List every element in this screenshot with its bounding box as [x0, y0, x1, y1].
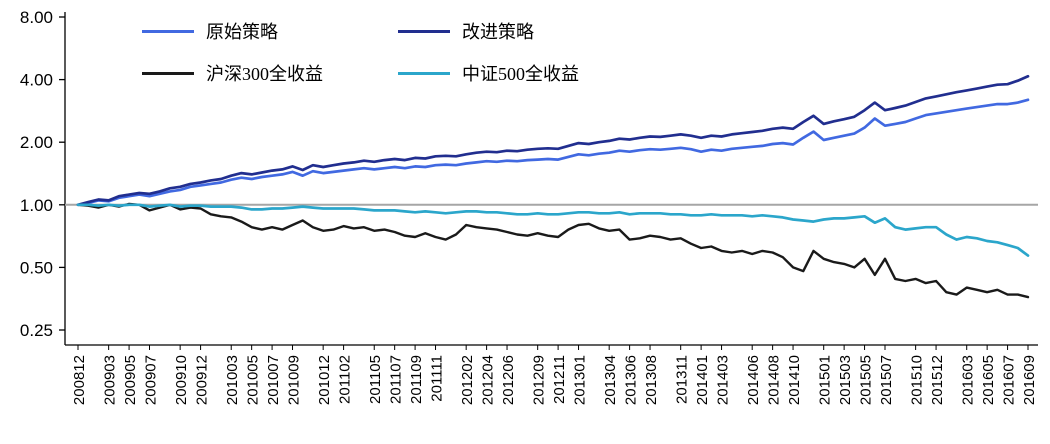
- x-tick-label: 201211: [551, 355, 568, 404]
- x-tick-label: 200903: [102, 355, 119, 405]
- x-tick-label: 201501: [817, 355, 834, 405]
- x-tick-label: 201410: [786, 355, 803, 405]
- y-tick-label: 0.50: [20, 258, 53, 277]
- x-tick-label: 201102: [337, 355, 354, 404]
- x-tick-label: 201406: [745, 355, 762, 405]
- x-tick-label: 201308: [643, 355, 660, 405]
- series-line-0: [76, 98, 1030, 207]
- legend-line-original-strategy-swatch: [142, 29, 194, 33]
- legend-line-improved-strategy-swatch: [398, 29, 450, 33]
- x-tick-label: 201401: [694, 355, 711, 405]
- y-tick-label: 1.00: [20, 196, 53, 215]
- x-tick-label: 201107: [388, 355, 405, 404]
- x-tick-label: 201206: [500, 355, 517, 405]
- x-tick-label: 201505: [858, 355, 875, 405]
- x-tick-label: 201005: [245, 355, 262, 405]
- x-tick-label: 200907: [143, 355, 160, 405]
- legend-line-csi500-swatch: [398, 71, 450, 75]
- x-tick-label: 200910: [173, 355, 190, 405]
- x-tick-label: 201503: [837, 355, 854, 405]
- x-tick-label: 200912: [194, 355, 211, 405]
- x-tick-label: 201408: [766, 355, 783, 405]
- legend-item-original-strategy: 原始策略: [142, 20, 398, 42]
- x-tick-label: 201306: [623, 355, 640, 405]
- x-tick-label: 201105: [367, 355, 384, 404]
- y-tick-label: 4.00: [20, 71, 53, 90]
- x-tick-label: 201109: [408, 355, 425, 404]
- y-tick-label: 0.25: [20, 321, 53, 340]
- x-tick-label: 200812: [71, 355, 88, 405]
- x-tick-label: 201311: [674, 355, 691, 404]
- y-tick-label: 2.00: [20, 133, 53, 152]
- x-tick-label: 200905: [122, 355, 139, 405]
- x-tick-label: 201609: [1021, 355, 1038, 405]
- legend-label-csi300: 沪深300全收益: [206, 64, 323, 84]
- legend-item-improved-strategy: 改进策略: [398, 20, 579, 42]
- legend-item-csi300-total-return: 沪深300全收益: [142, 62, 398, 84]
- legend-line-csi300-swatch: [142, 71, 194, 75]
- x-tick-label: 201012: [316, 355, 333, 405]
- x-tick-label: 201209: [531, 355, 548, 405]
- x-tick-label: 201009: [286, 355, 303, 405]
- x-tick-label: 201510: [909, 355, 926, 405]
- y-tick-label: 8.00: [20, 8, 53, 27]
- x-tick-label: 201603: [960, 355, 977, 405]
- x-tick-label: 201605: [980, 355, 997, 405]
- legend-label-original-strategy: 原始策略: [206, 22, 278, 42]
- series-line-1: [76, 74, 1030, 207]
- x-tick-label: 201607: [1001, 355, 1018, 405]
- x-tick-label: 201512: [929, 355, 946, 405]
- legend-label-csi500: 中证500全收益: [462, 64, 579, 84]
- legend: 原始策略 改进策略 沪深300全收益 中证500全收益: [142, 20, 579, 84]
- x-tick-label: 201202: [459, 355, 476, 405]
- x-tick-label: 201204: [480, 355, 497, 405]
- x-tick-label: 201007: [265, 355, 282, 405]
- x-tick-label: 201111: [429, 355, 446, 402]
- x-tick-label: 201507: [878, 355, 895, 405]
- legend-item-csi500-total-return: 中证500全收益: [398, 62, 579, 84]
- x-tick-label: 201403: [715, 355, 732, 405]
- x-tick-label: 201301: [572, 355, 589, 405]
- x-tick-label: 201304: [602, 355, 619, 405]
- x-tick-label: 201003: [224, 355, 241, 405]
- legend-label-improved-strategy: 改进策略: [462, 22, 534, 42]
- series-line-2: [76, 202, 1030, 299]
- series-line-3: [76, 203, 1030, 257]
